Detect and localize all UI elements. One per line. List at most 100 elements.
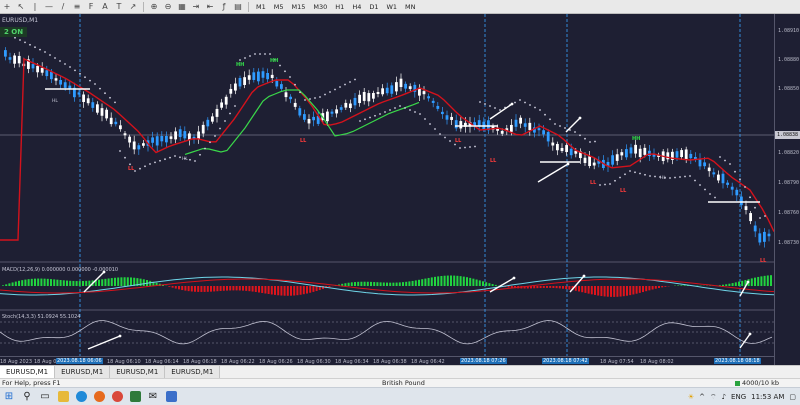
timeframe-mn[interactable]: MN xyxy=(405,2,416,11)
edge-browser-icon[interactable] xyxy=(72,388,90,405)
macd-histogram-bar xyxy=(56,279,59,286)
candle-body xyxy=(238,77,242,87)
firefox-icon[interactable] xyxy=(90,388,108,405)
timeframe-h4[interactable]: H4 xyxy=(352,2,362,11)
sar-dot xyxy=(274,58,276,61)
macd-histogram-bar xyxy=(2,285,4,286)
sar-dot xyxy=(324,93,326,96)
sar-dot xyxy=(29,43,31,46)
timeframe-m1[interactable]: M1 xyxy=(256,2,266,11)
zoom-out-icon[interactable]: ⊖ xyxy=(164,2,172,11)
sar-dot xyxy=(554,123,556,125)
macd-histogram-bar xyxy=(456,275,459,286)
zoom-in-icon[interactable]: ⊕ xyxy=(150,2,158,11)
fibonacci-icon[interactable]: F xyxy=(88,2,94,11)
macd-histogram-bar xyxy=(66,280,68,286)
candle-body xyxy=(523,123,527,127)
chrome-icon[interactable] xyxy=(108,388,126,405)
timeframe-m15[interactable]: M15 xyxy=(291,2,306,11)
sar-dot xyxy=(349,81,351,83)
sar-dot xyxy=(234,105,236,107)
macd-histogram-bar xyxy=(347,282,350,286)
sar-dot xyxy=(294,83,296,86)
chart-tabs: EURUSD,M1 EURUSD,M1 EURUSD,M1 EURUSD,M1 xyxy=(0,365,800,378)
macd-histogram-bar xyxy=(539,286,542,289)
tab-chart-2[interactable]: EURUSD,M1 xyxy=(55,366,111,378)
macd-histogram-bar xyxy=(315,286,318,291)
sar-dot xyxy=(394,107,396,109)
time-tick: 18 Aug 07:54 xyxy=(600,359,634,365)
price-chart[interactable]: LL LL LL LL LL LL LL HH HH HH HL HL HL EURUSD,M1 2 O… xyxy=(0,14,800,365)
tile-windows-icon[interactable]: ▦ xyxy=(178,2,186,11)
timeframe-m30[interactable]: M30 xyxy=(313,2,328,11)
macd-histogram-bar xyxy=(488,283,491,286)
timeframe-m5[interactable]: M5 xyxy=(273,2,284,11)
tab-chart-4[interactable]: EURUSD,M1 xyxy=(165,366,221,378)
label-tool-icon[interactable]: T xyxy=(116,2,122,11)
candle-body xyxy=(220,102,223,108)
volume-icon[interactable]: ♪ xyxy=(721,393,727,401)
terminal-app-icon[interactable] xyxy=(126,388,144,405)
network-icon[interactable]: ⌔ xyxy=(709,392,717,401)
macd-histogram-bar xyxy=(344,283,347,286)
store-icon[interactable] xyxy=(162,388,180,405)
timeframe-h1[interactable]: H1 xyxy=(335,2,345,11)
mail-icon[interactable]: ✉ xyxy=(148,391,158,402)
price-tick: 1.08760 xyxy=(778,210,800,216)
macd-histogram-bar xyxy=(309,286,312,293)
sar-dot xyxy=(154,161,156,164)
crosshair-icon[interactable]: + xyxy=(3,2,11,11)
pivot-label-hh: HH xyxy=(270,58,278,64)
sar-dot xyxy=(689,175,691,177)
macd-histogram-bar xyxy=(510,286,513,288)
macd-histogram-bar xyxy=(14,281,17,286)
sar-dot xyxy=(474,145,476,148)
timeframe-w1[interactable]: W1 xyxy=(386,2,398,11)
sar-dot xyxy=(99,87,101,90)
sar-dot xyxy=(229,112,231,115)
macd-histogram-bar xyxy=(283,286,286,296)
chart-shift-icon[interactable]: ⇤ xyxy=(206,2,214,11)
macd-histogram-bar xyxy=(88,280,91,286)
sar-dot xyxy=(69,66,71,68)
pointer-icon[interactable]: ↖ xyxy=(17,2,25,11)
file-explorer-icon[interactable] xyxy=(54,388,72,405)
sar-dot xyxy=(634,171,636,174)
tab-chart-1[interactable]: EURUSD,M1 xyxy=(0,366,56,378)
vertical-line-icon[interactable]: | xyxy=(33,2,37,11)
chevron-up-icon[interactable]: ^ xyxy=(699,393,705,401)
price-axis[interactable]: 1.08910 1.08880 1.08850 1.08820 1.08790 … xyxy=(774,14,800,365)
macd-histogram-bar xyxy=(139,278,142,286)
annotation-arrowhead xyxy=(102,270,106,274)
candle-body xyxy=(188,133,191,140)
language-indicator[interactable]: ENG xyxy=(731,393,747,401)
candle-body xyxy=(54,78,58,81)
horizontal-line-icon[interactable]: — xyxy=(45,2,53,11)
macd-histogram-bar xyxy=(94,280,97,286)
search-icon[interactable]: ⚲ xyxy=(23,391,31,402)
autoscroll-icon[interactable]: ⇥ xyxy=(192,2,200,11)
task-view-icon[interactable]: ▭ xyxy=(40,391,50,402)
chart-canvas[interactable]: LL LL LL LL LL LL LL HH HH HH HL HL HL xyxy=(0,14,774,356)
tab-chart-3[interactable]: EURUSD,M1 xyxy=(110,366,166,378)
time-axis[interactable]: 18 Aug 2023 18 Aug 06:02 2023.08.18 06:0… xyxy=(0,356,774,365)
indicators-icon[interactable]: ƒ xyxy=(222,2,226,11)
clock[interactable]: 11:53 AM xyxy=(751,393,785,401)
candle-body xyxy=(169,136,173,139)
weather-icon[interactable]: ☀ xyxy=(687,393,695,401)
macd-histogram-bar xyxy=(398,282,401,286)
trendline-icon[interactable]: / xyxy=(61,2,65,11)
timeframe-d1[interactable]: D1 xyxy=(369,2,379,11)
channel-icon[interactable]: ≡ xyxy=(73,2,81,11)
templates-icon[interactable]: ▤ xyxy=(234,2,242,11)
macd-histogram-bar xyxy=(286,286,289,296)
notification-icon[interactable]: ▢ xyxy=(789,393,796,401)
macd-histogram-bar xyxy=(184,286,187,291)
macd-histogram-bar xyxy=(603,286,606,297)
text-tool-icon[interactable]: A xyxy=(102,2,108,11)
macd-histogram-bar xyxy=(235,286,238,291)
arrow-tool-icon[interactable]: ↗ xyxy=(129,2,137,11)
macd-histogram-bar xyxy=(680,285,683,286)
macd-histogram-bar xyxy=(370,281,372,286)
start-icon[interactable]: ⊞ xyxy=(4,391,14,402)
